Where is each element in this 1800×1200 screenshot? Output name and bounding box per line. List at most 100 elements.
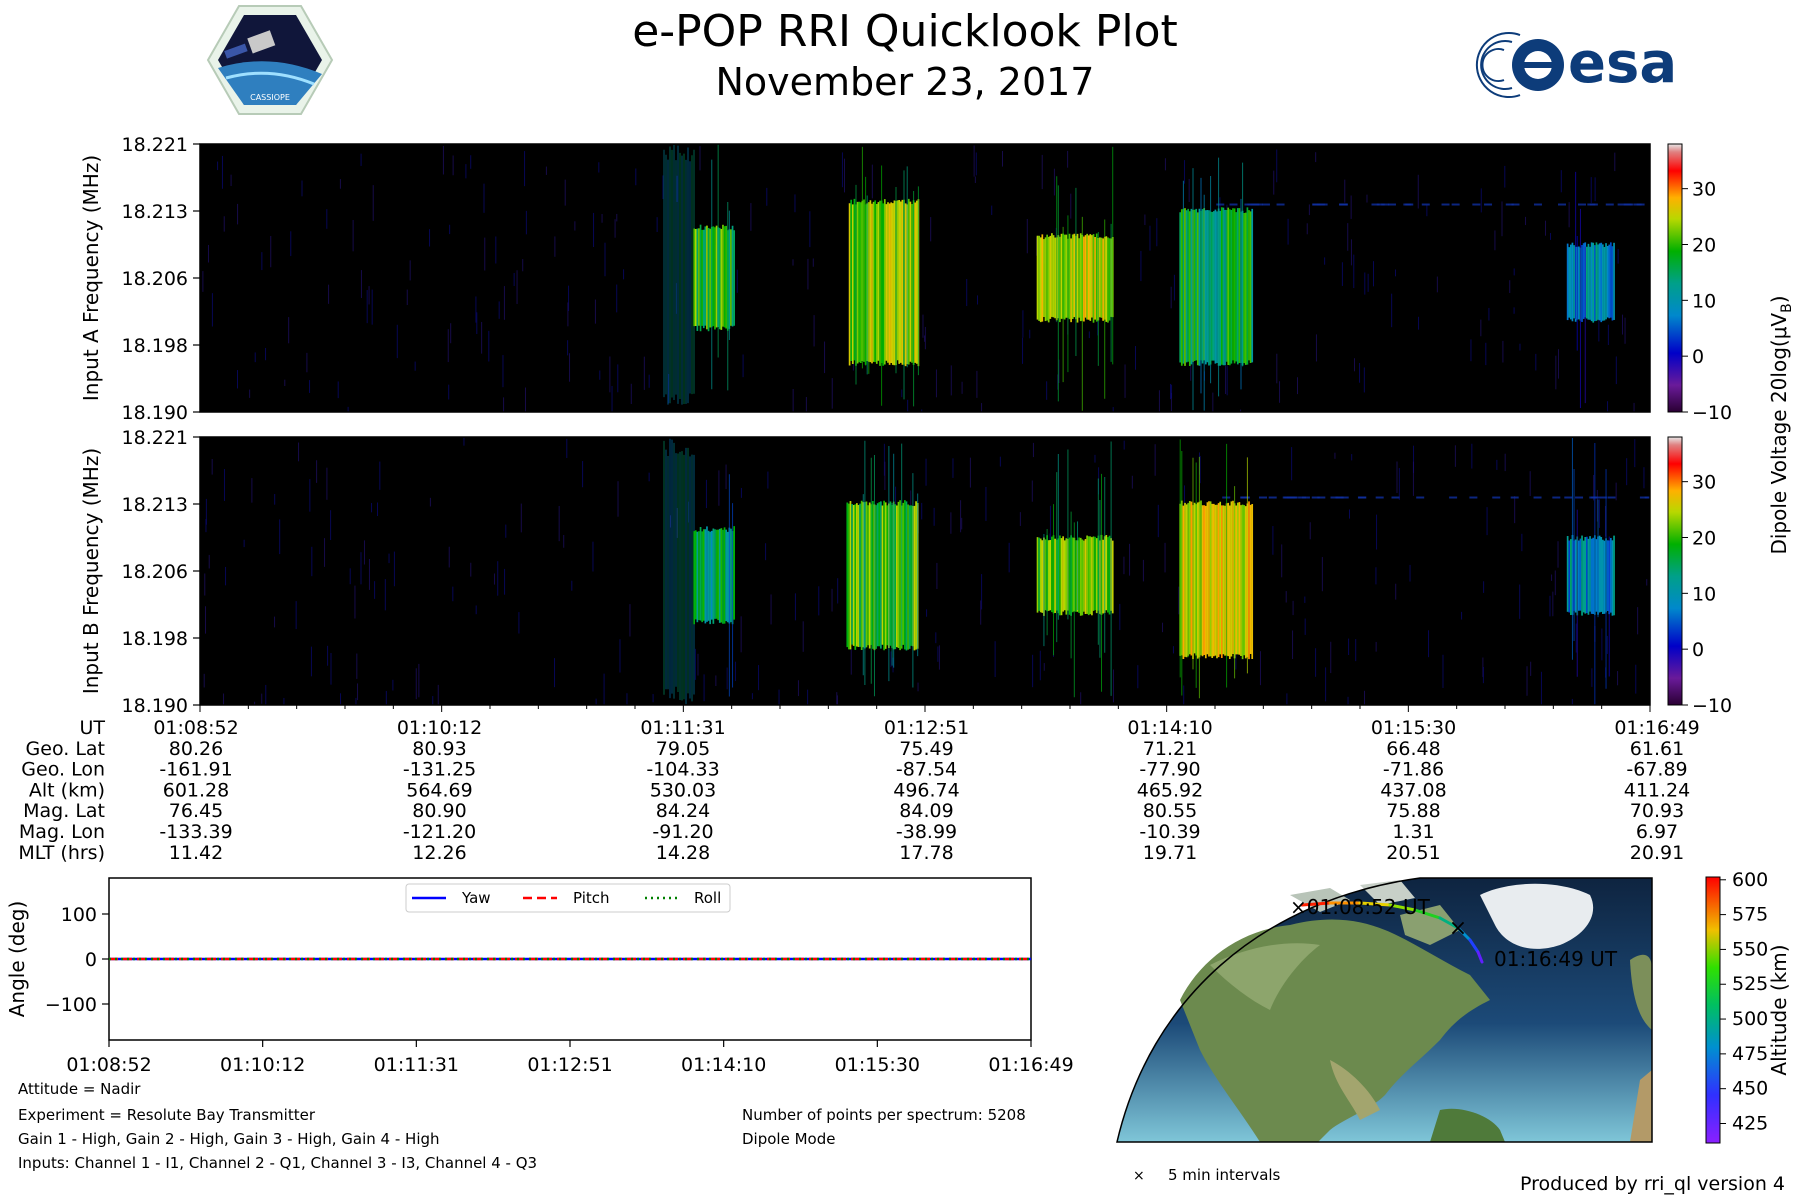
ytick-label: 18.190 <box>122 402 188 424</box>
ytick-label: 18.198 <box>122 335 188 357</box>
attitude-ytick-label: 100 <box>61 904 97 926</box>
orbit-value: -121.20 <box>403 821 476 843</box>
orbit-value: -131.25 <box>403 759 476 781</box>
track-segment <box>1413 908 1442 920</box>
attitude-xtick-label: 01:10:12 <box>220 1054 305 1076</box>
orbit-value: 20.91 <box>1630 842 1684 864</box>
orbit-value: 6.97 <box>1636 821 1678 843</box>
track-segment <box>1300 901 1332 907</box>
orbit-value: 84.09 <box>899 800 953 822</box>
orbit-value: 01:15:30 <box>1371 717 1456 739</box>
colorbar-tick-label: −10 <box>1692 402 1732 424</box>
altitude-tick-label: 600 <box>1732 869 1768 891</box>
spectrogram-a-panel: 18.221 18.213 18.206 18.198 18.190 Input A F… <box>79 134 1732 424</box>
orbit-value: 84.24 <box>656 800 710 822</box>
spectrogram-b-bursts <box>203 437 1650 705</box>
orbit-row-label: Alt (km) <box>29 779 105 801</box>
orbit-row-label: Mag. Lon <box>19 821 105 843</box>
orbit-value: 530.03 <box>650 779 716 801</box>
track-start-label: ×01:08:52 UT <box>1290 895 1431 919</box>
orbit-value: 75.49 <box>899 738 953 760</box>
orbit-value: 80.55 <box>1143 800 1197 822</box>
orbit-value: 11.42 <box>169 842 223 864</box>
orbit-value: -87.54 <box>896 759 957 781</box>
note-points-per-spectrum: Number of points per spectrum: 5208 <box>742 1106 1026 1124</box>
orbit-value: -10.39 <box>1139 821 1200 843</box>
spectrogram-b-ylabel: Input B Frequency (MHz) <box>79 448 103 694</box>
ground-track-map: × ×01:08:52 UT 01:16:49 UT 600 575 550 525 5… <box>1116 869 1791 1184</box>
ytick-label: 18.221 <box>122 134 188 156</box>
track-end-label: 01:16:49 UT <box>1494 947 1618 971</box>
map-greenland <box>1480 883 1594 949</box>
orbit-value: -161.91 <box>159 759 232 781</box>
note-gains: Gain 1 - High, Gain 2 - High, Gain 3 - H… <box>18 1130 440 1148</box>
orbit-value: 20.51 <box>1386 842 1440 864</box>
attitude-xtick-label: 01:12:51 <box>527 1054 612 1076</box>
altitude-tick-label: 525 <box>1732 973 1768 995</box>
track-segment <box>1388 903 1417 912</box>
colorbar-b <box>1667 436 1683 706</box>
orbit-value: 61.61 <box>1630 738 1684 760</box>
orbit-parameter-table: UT 01:08:52 01:10:12 01:11:31 01:12:51 01:14:… <box>18 717 1699 864</box>
colorbar-tick-label: 30 <box>1692 179 1716 201</box>
note-dipole-mode: Dipole Mode <box>742 1130 835 1148</box>
ytick-label: 18.213 <box>122 494 188 516</box>
colorbar-label: Dipole Voltage 20log(μVB) <box>1767 295 1795 554</box>
colorbar-b-ticks: 30 20 10 0 −10 <box>1682 472 1732 717</box>
orbit-value: 79.05 <box>656 738 710 760</box>
orbit-value: 01:11:31 <box>640 717 725 739</box>
spectrogram-b-xticks <box>199 705 1651 712</box>
spectrogram-a-bursts <box>202 144 1645 412</box>
attitude-xtick-label: 01:14:10 <box>681 1054 766 1076</box>
track-segment <box>1358 901 1392 907</box>
orbit-value: -38.99 <box>896 821 957 843</box>
colorbar-tick-label: 20 <box>1692 235 1716 257</box>
orbit-row-label: UT <box>79 717 105 739</box>
attitude-xtick-label: 01:15:30 <box>835 1054 920 1076</box>
altitude-colorbar-ticks: 600 575 550 525 500 475 450 425 <box>1720 869 1768 1135</box>
orbit-value: 411.24 <box>1624 779 1690 801</box>
orbit-value: 1.31 <box>1392 821 1434 843</box>
altitude-colorbar <box>1705 876 1721 1144</box>
colorbar-tick-label: 30 <box>1692 472 1716 494</box>
ytick-label: 18.206 <box>122 268 188 290</box>
esa-logo-text: esa <box>1568 31 1677 96</box>
orbit-value: 71.21 <box>1143 738 1197 760</box>
orbit-value: -77.90 <box>1139 759 1200 781</box>
altitude-tick-label: 575 <box>1732 904 1768 926</box>
track-segment <box>1468 938 1480 954</box>
interval-marker-icon: × <box>1133 1168 1145 1184</box>
attitude-xtick-label: 01:08:52 <box>66 1054 151 1076</box>
ytick-label: 18.221 <box>122 427 188 449</box>
colorbar-tick-label: 0 <box>1692 639 1704 661</box>
orbit-value: 17.78 <box>899 842 953 864</box>
orbit-value: 70.93 <box>1630 800 1684 822</box>
orbit-value: 80.93 <box>412 738 466 760</box>
colorbar-tick-label: 10 <box>1692 583 1716 605</box>
track-segment <box>1438 916 1460 930</box>
orbit-value: 19.71 <box>1143 842 1197 864</box>
orbit-value: 465.92 <box>1137 779 1203 801</box>
orbit-value: 437.08 <box>1380 779 1446 801</box>
interval-legend-label: 5 min intervals <box>1168 1166 1281 1184</box>
colorbar-tick-label: 0 <box>1692 346 1704 368</box>
attitude-ytick-label: 0 <box>85 949 97 971</box>
orbit-value: 80.26 <box>169 738 223 760</box>
attitude-ytick-label: −100 <box>45 994 97 1016</box>
altitude-tick-label: 550 <box>1732 938 1768 960</box>
notes-right: Number of points per spectrum: 5208 Dipo… <box>742 1106 1026 1148</box>
orbit-value: 01:12:51 <box>884 717 969 739</box>
page-date: November 23, 2017 <box>716 60 1095 104</box>
orbit-value: 80.90 <box>412 800 466 822</box>
orbit-value: -133.39 <box>159 821 232 843</box>
colorbar-a-ticks: 30 20 10 0 −10 <box>1682 179 1732 424</box>
attitude-xtick-label: 01:11:31 <box>374 1054 459 1076</box>
legend-roll-label: Roll <box>694 889 721 907</box>
attitude-xticks: 01:08:52 01:10:12 01:11:31 01:12:51 01:14:10… <box>66 1040 1074 1076</box>
cassiope-logo-text: CASSIOPE <box>250 93 290 102</box>
orbit-row-label: Geo. Lon <box>21 759 105 781</box>
orbit-value: 14.28 <box>656 842 710 864</box>
page-title: e-POP RRI Quicklook Plot <box>632 6 1178 57</box>
cassiope-logo: CASSIOPE <box>206 5 334 115</box>
